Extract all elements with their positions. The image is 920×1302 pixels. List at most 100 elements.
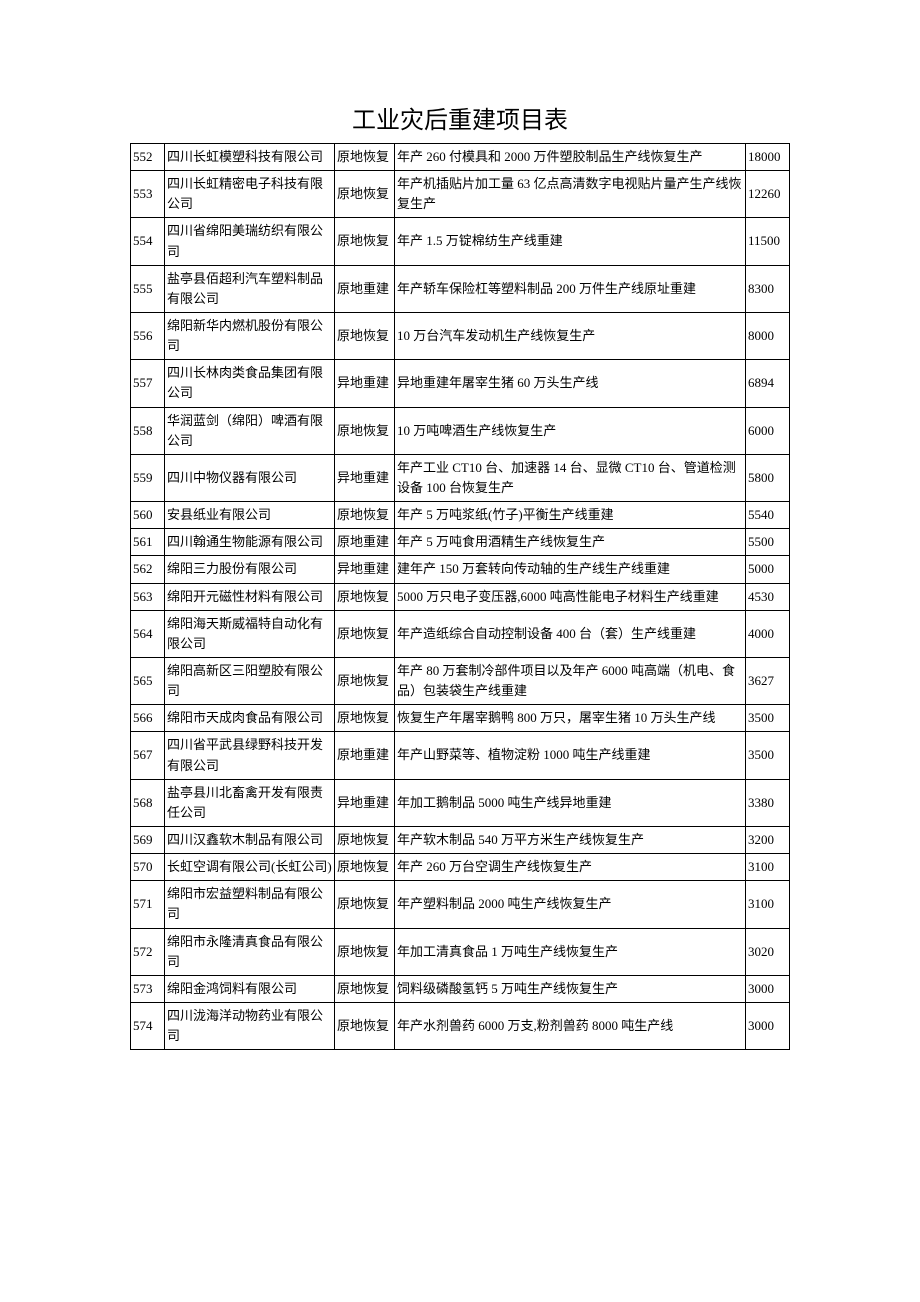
page-title: 工业灾后重建项目表 — [130, 100, 790, 135]
table-row: 559四川中物仪器有限公司异地重建年产工业 CT10 台、加速器 14 台、显微… — [131, 454, 790, 501]
cell-description: 10 万吨啤酒生产线恢复生产 — [395, 407, 746, 454]
cell-company: 四川汉鑫软木制品有限公司 — [165, 826, 335, 853]
cell-description: 年产 5 万吨食用酒精生产线恢复生产 — [395, 529, 746, 556]
cell-value: 3100 — [746, 854, 790, 881]
cell-value: 5800 — [746, 454, 790, 501]
cell-company: 绵阳市天成肉食品有限公司 — [165, 705, 335, 732]
cell-value: 5500 — [746, 529, 790, 556]
cell-description: 恢复生产年屠宰鹅鸭 800 万只，屠宰生猪 10 万头生产线 — [395, 705, 746, 732]
cell-type: 原地恢复 — [335, 975, 395, 1002]
cell-company: 四川长虹模塑科技有限公司 — [165, 144, 335, 171]
cell-value: 3500 — [746, 705, 790, 732]
cell-company: 绵阳市永隆清真食品有限公司 — [165, 928, 335, 975]
cell-id: 555 — [131, 265, 165, 312]
cell-value: 3000 — [746, 975, 790, 1002]
cell-value: 3627 — [746, 657, 790, 704]
cell-description: 年加工鹅制品 5000 吨生产线异地重建 — [395, 779, 746, 826]
cell-description: 年产机插贴片加工量 63 亿点高清数字电视贴片量产生产线恢复生产 — [395, 171, 746, 218]
cell-value: 8300 — [746, 265, 790, 312]
cell-description: 年产 1.5 万锭棉纺生产线重建 — [395, 218, 746, 265]
cell-value: 3020 — [746, 928, 790, 975]
cell-id: 564 — [131, 610, 165, 657]
table-row: 567四川省平武县绿野科技开发有限公司原地重建年产山野菜等、植物淀粉 1000 … — [131, 732, 790, 779]
cell-company: 四川省平武县绿野科技开发有限公司 — [165, 732, 335, 779]
cell-value: 4530 — [746, 583, 790, 610]
cell-company: 绵阳开元磁性材料有限公司 — [165, 583, 335, 610]
cell-id: 558 — [131, 407, 165, 454]
cell-company: 绵阳新华内燃机股份有限公司 — [165, 312, 335, 359]
cell-description: 年产轿车保险杠等塑料制品 200 万件生产线原址重建 — [395, 265, 746, 312]
cell-id: 574 — [131, 1002, 165, 1049]
cell-value: 11500 — [746, 218, 790, 265]
document-page: 工业灾后重建项目表 552四川长虹模塑科技有限公司原地恢复年产 260 付模具和… — [0, 0, 920, 1110]
table-row: 562绵阳三力股份有限公司异地重建建年产 150 万套转向传动轴的生产线生产线重… — [131, 556, 790, 583]
cell-id: 559 — [131, 454, 165, 501]
cell-company: 四川翰通生物能源有限公司 — [165, 529, 335, 556]
table-row: 568盐亭县川北畜禽开发有限责任公司异地重建年加工鹅制品 5000 吨生产线异地… — [131, 779, 790, 826]
cell-value: 6894 — [746, 360, 790, 407]
cell-company: 绵阳金鸿饲料有限公司 — [165, 975, 335, 1002]
table-row: 571绵阳市宏益塑料制品有限公司原地恢复年产塑料制品 2000 吨生产线恢复生产… — [131, 881, 790, 928]
cell-id: 572 — [131, 928, 165, 975]
cell-id: 563 — [131, 583, 165, 610]
cell-description: 建年产 150 万套转向传动轴的生产线生产线重建 — [395, 556, 746, 583]
cell-id: 552 — [131, 144, 165, 171]
table-row: 557四川长林肉类食品集团有限公司异地重建异地重建年屠宰生猪 60 万头生产线6… — [131, 360, 790, 407]
cell-type: 原地恢复 — [335, 502, 395, 529]
table-row: 565绵阳高新区三阳塑胶有限公司原地恢复年产 80 万套制冷部件项目以及年产 6… — [131, 657, 790, 704]
cell-id: 565 — [131, 657, 165, 704]
cell-type: 异地重建 — [335, 360, 395, 407]
cell-description: 年产 260 付模具和 2000 万件塑胶制品生产线恢复生产 — [395, 144, 746, 171]
cell-description: 年产水剂兽药 6000 万支,粉剂兽药 8000 吨生产线 — [395, 1002, 746, 1049]
table-row: 556绵阳新华内燃机股份有限公司原地恢复10 万台汽车发动机生产线恢复生产800… — [131, 312, 790, 359]
cell-description: 年产塑料制品 2000 吨生产线恢复生产 — [395, 881, 746, 928]
cell-type: 原地恢复 — [335, 928, 395, 975]
cell-description: 年产 5 万吨浆纸(竹子)平衡生产线重建 — [395, 502, 746, 529]
table-row: 574四川泷海洋动物药业有限公司原地恢复年产水剂兽药 6000 万支,粉剂兽药 … — [131, 1002, 790, 1049]
cell-description: 异地重建年屠宰生猪 60 万头生产线 — [395, 360, 746, 407]
cell-type: 原地恢复 — [335, 826, 395, 853]
cell-description: 年产 260 万台空调生产线恢复生产 — [395, 854, 746, 881]
cell-id: 562 — [131, 556, 165, 583]
cell-company: 绵阳高新区三阳塑胶有限公司 — [165, 657, 335, 704]
cell-id: 566 — [131, 705, 165, 732]
cell-value: 3200 — [746, 826, 790, 853]
cell-type: 原地恢复 — [335, 407, 395, 454]
cell-company: 安县纸业有限公司 — [165, 502, 335, 529]
projects-table: 552四川长虹模塑科技有限公司原地恢复年产 260 付模具和 2000 万件塑胶… — [130, 143, 790, 1050]
table-row: 570长虹空调有限公司(长虹公司)原地恢复年产 260 万台空调生产线恢复生产3… — [131, 854, 790, 881]
cell-id: 568 — [131, 779, 165, 826]
table-row: 561四川翰通生物能源有限公司原地重建年产 5 万吨食用酒精生产线恢复生产550… — [131, 529, 790, 556]
cell-value: 8000 — [746, 312, 790, 359]
cell-type: 异地重建 — [335, 556, 395, 583]
cell-type: 原地恢复 — [335, 610, 395, 657]
cell-type: 原地重建 — [335, 529, 395, 556]
cell-id: 567 — [131, 732, 165, 779]
cell-description: 5000 万只电子变压器,6000 吨高性能电子材料生产线重建 — [395, 583, 746, 610]
cell-company: 四川长虹精密电子科技有限公司 — [165, 171, 335, 218]
cell-value: 4000 — [746, 610, 790, 657]
cell-description: 年产山野菜等、植物淀粉 1000 吨生产线重建 — [395, 732, 746, 779]
cell-company: 四川泷海洋动物药业有限公司 — [165, 1002, 335, 1049]
cell-id: 571 — [131, 881, 165, 928]
cell-type: 原地重建 — [335, 265, 395, 312]
cell-id: 557 — [131, 360, 165, 407]
cell-type: 原地恢复 — [335, 218, 395, 265]
cell-company: 四川中物仪器有限公司 — [165, 454, 335, 501]
cell-id: 560 — [131, 502, 165, 529]
cell-type: 原地恢复 — [335, 583, 395, 610]
cell-value: 18000 — [746, 144, 790, 171]
cell-id: 573 — [131, 975, 165, 1002]
cell-type: 原地恢复 — [335, 171, 395, 218]
cell-type: 原地恢复 — [335, 854, 395, 881]
cell-description: 年产软木制品 540 万平方米生产线恢复生产 — [395, 826, 746, 853]
cell-id: 556 — [131, 312, 165, 359]
cell-description: 年产造纸综合自动控制设备 400 台（套）生产线重建 — [395, 610, 746, 657]
cell-type: 原地恢复 — [335, 1002, 395, 1049]
cell-value: 3500 — [746, 732, 790, 779]
cell-company: 四川省绵阳美瑞纺织有限公司 — [165, 218, 335, 265]
table-row: 573绵阳金鸿饲料有限公司原地恢复饲料级磷酸氢钙 5 万吨生产线恢复生产3000 — [131, 975, 790, 1002]
cell-type: 原地恢复 — [335, 657, 395, 704]
cell-value: 5000 — [746, 556, 790, 583]
cell-id: 570 — [131, 854, 165, 881]
